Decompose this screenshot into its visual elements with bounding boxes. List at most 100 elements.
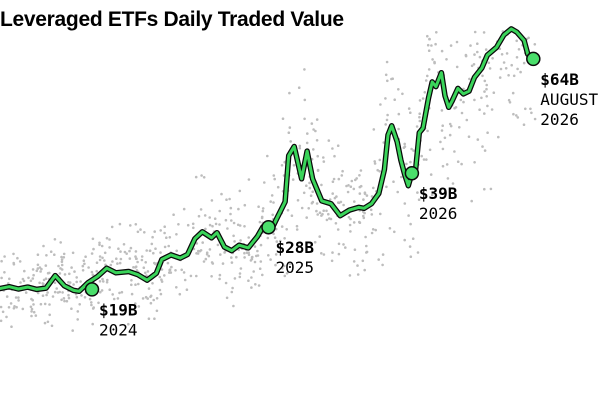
scatter-point [7,306,11,309]
line-layer [0,26,537,295]
scatter-point [517,48,521,51]
scatter-point [75,280,78,284]
scatter-point [470,64,474,68]
callout-label: 2024 [99,320,138,339]
scatter-point [423,91,427,94]
scatter-point [139,228,142,231]
scatter-point [305,216,309,219]
callout-value: $19B [99,300,138,319]
scatter-point [97,301,100,305]
scatter-point [100,244,104,248]
scatter-point [272,232,275,236]
scatter-point [515,39,518,43]
scatter-point [195,242,199,245]
scatter-point [154,247,157,250]
scatter-point [451,182,455,185]
scatter-point [127,322,130,326]
scatter-point [159,292,163,296]
scatter-point [499,67,503,71]
scatter-point [261,273,264,277]
scatter-point [44,264,48,267]
scatter-point [8,277,11,281]
scatter-point [370,231,374,235]
scatter-point [12,252,15,256]
scatter-point [480,96,483,100]
scatter-point [111,260,114,263]
scatter-point [288,91,291,95]
scatter-point [490,108,494,111]
scatter-point [134,257,138,261]
scatter-point [12,261,15,265]
scatter-point [425,158,428,161]
scatter-point [498,76,502,79]
scatter-point [349,230,352,233]
scatter-point [308,181,311,185]
scatter-point [290,214,294,217]
scatter-point [487,61,491,65]
scatter-point [62,252,66,256]
scatter-point [32,273,35,277]
scatter-point [473,53,476,56]
scatter-point [192,226,195,230]
scatter-point [426,34,429,38]
scatter-point [337,242,341,246]
scatter-point [201,241,204,244]
scatter-point [16,256,19,260]
scatter-point [515,114,518,117]
scatter-point [250,276,253,279]
scatter-point [228,197,231,201]
scatter-point [202,260,206,263]
scatter-point [298,144,302,148]
scatter-point [473,30,477,34]
scatter-point [376,168,380,172]
scatter-point [243,251,246,255]
series-line-outline [0,26,537,295]
scatter-point [18,260,22,263]
scatter-point [397,127,400,131]
scatter-point [152,251,155,255]
scatter-point [98,258,102,262]
scatter-point [36,291,40,295]
scatter-point [221,262,225,265]
scatter-point [247,251,250,254]
scatter-point [243,225,246,228]
scatter-point [254,283,257,286]
scatter-point [385,60,389,64]
scatter-point [103,259,106,262]
scatter-point [210,275,213,278]
scatter-point [359,184,363,188]
scatter-point [39,270,42,273]
scatter-point [238,275,242,279]
scatter-point [136,230,140,234]
scatter-point [9,302,13,305]
callout-label: 2026 [419,204,458,223]
scatter-point [116,262,119,265]
scatter-point [455,65,459,69]
scatter-point [427,68,431,71]
scatter-point [417,198,421,201]
scatter-point [158,288,162,292]
scatter-point [163,225,166,228]
scatter-point [424,79,428,82]
scatter-point [261,207,265,210]
scatter-point [470,199,474,203]
scatter-point [243,256,246,259]
scatter-point [322,156,325,159]
scatter-point [276,185,280,189]
scatter-point [151,282,154,285]
scatter-point [321,212,324,216]
scatter-point [50,324,54,328]
scatter-point [415,125,419,128]
scatter-point [144,261,147,264]
scatter-point [71,329,74,332]
scatter-point [418,115,421,119]
scatter-point [230,290,234,294]
scatter-point [273,177,277,181]
scatter-point [328,198,332,201]
scatter-point [386,113,389,117]
scatter-point [163,245,167,249]
scatter-point [136,260,139,264]
scatter-point [502,61,506,64]
scatter-point [484,48,488,51]
scatter-point [310,122,314,125]
